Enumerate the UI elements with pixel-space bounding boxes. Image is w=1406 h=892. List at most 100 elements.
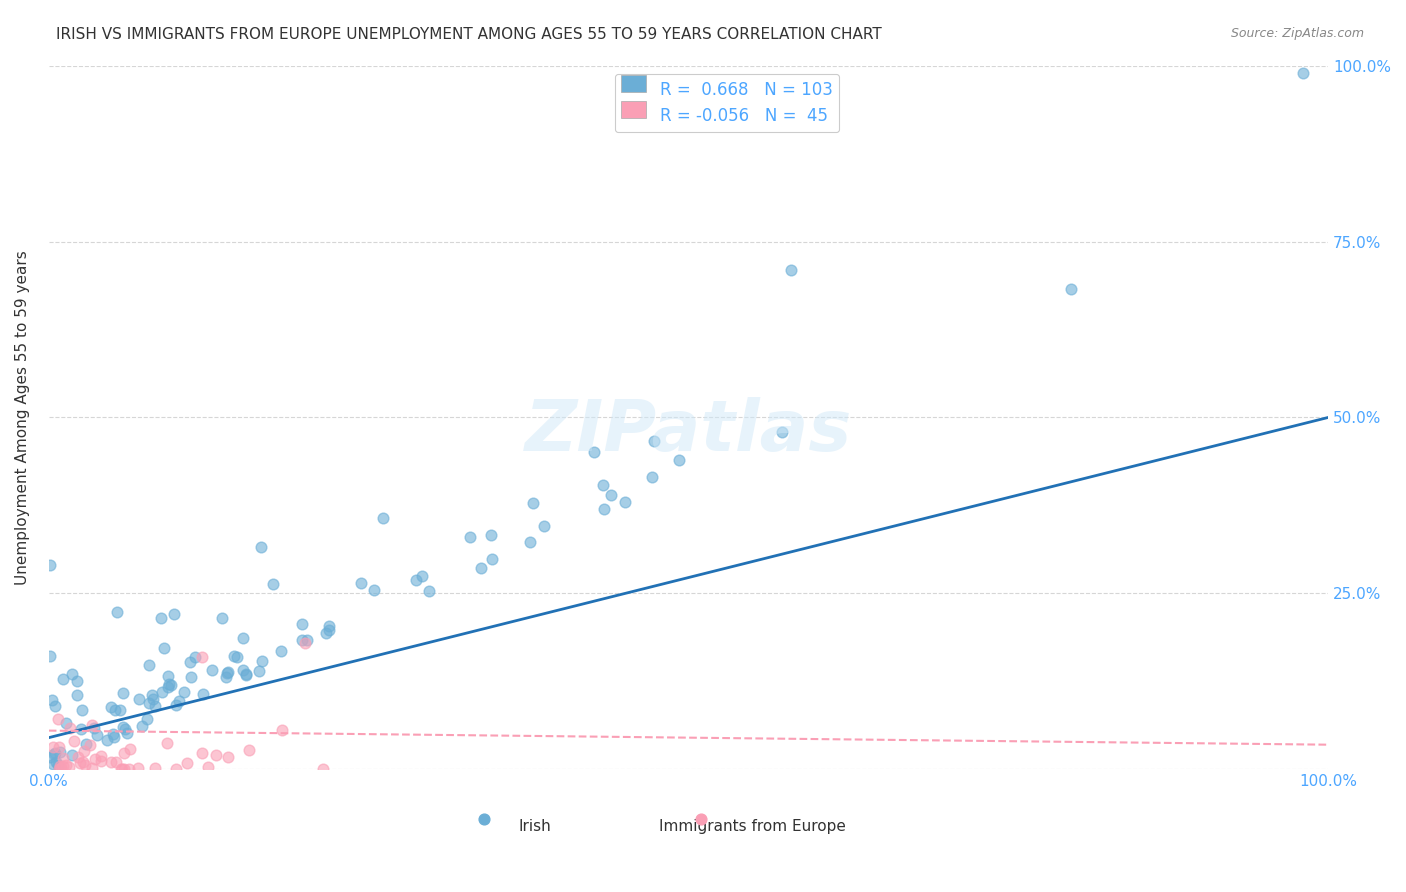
Point [167,694,190,708]
Point [315,626,337,640]
Point [472,812,495,826]
Point [312,762,335,776]
Point [318,623,340,637]
Point [42,757,65,772]
Point [41,693,63,707]
Point [72,703,94,717]
Point [104,703,127,717]
Point [1291,65,1313,79]
Point [49,759,72,773]
Point [128,692,150,706]
Point [247,665,270,679]
Point [153,640,176,655]
Point [115,726,138,740]
Point [112,746,135,760]
Point [232,663,254,677]
Point [136,712,159,726]
Point [48,746,70,760]
Point [156,736,179,750]
Point [138,658,160,673]
Point [44,746,66,760]
Point [201,663,224,677]
Point [470,561,492,575]
Point [69,756,91,770]
Point [118,762,141,776]
Point [215,670,238,684]
Point [191,746,214,760]
Point [100,755,122,769]
Text: ZIPatlas: ZIPatlas [524,397,852,466]
Point [118,742,141,756]
Point [250,540,273,554]
Point [779,262,801,277]
Point [533,518,555,533]
Point [173,684,195,698]
Point [294,635,316,649]
Point [66,689,89,703]
Point [73,744,96,758]
Point [179,655,201,669]
Point [55,715,77,730]
Point [142,692,165,706]
Point [180,670,202,684]
Point [39,649,62,664]
Point [157,677,180,691]
Point [519,534,541,549]
Point [112,762,135,776]
Point [217,750,239,764]
Point [138,696,160,710]
Point [165,698,187,712]
Point [80,761,103,775]
Point [110,762,132,776]
Point [479,527,502,541]
Text: Irish: Irish [519,819,551,834]
Text: IRISH VS IMMIGRANTS FROM EUROPE UNEMPLOYMENT AMONG AGES 55 TO 59 YEARS CORRELATI: IRISH VS IMMIGRANTS FROM EUROPE UNEMPLOY… [56,27,882,42]
Point [70,722,93,736]
Point [318,619,340,633]
Point [100,699,122,714]
Point [72,755,94,769]
Point [235,667,257,681]
Point [127,761,149,775]
Point [86,728,108,742]
Point [79,738,101,752]
Point [411,569,433,583]
Point [156,680,179,694]
Point [668,453,690,467]
Point [42,740,65,755]
Point [60,667,83,681]
Point [163,607,186,621]
Point [232,631,254,645]
Point [643,434,665,449]
Point [235,668,257,682]
Point [458,531,481,545]
Point [770,425,793,439]
Point [45,755,67,769]
Point [205,747,228,762]
Point [58,760,80,774]
Point [52,759,75,773]
Point [211,611,233,625]
Text: Immigrants from Europe: Immigrants from Europe [659,819,846,834]
Point [96,733,118,747]
Point [405,573,427,587]
Point [191,687,214,701]
Point [363,582,385,597]
Point [55,757,77,772]
Point [225,650,247,665]
Point [39,558,62,573]
Point [131,718,153,732]
Point [641,470,664,484]
Point [217,665,239,679]
Point [613,495,636,509]
Point [522,496,544,510]
Point [582,445,605,459]
Point [160,678,183,692]
Point [217,666,239,681]
Y-axis label: Unemployment Among Ages 55 to 59 years: Unemployment Among Ages 55 to 59 years [15,250,30,585]
Point [143,761,166,775]
Point [105,756,128,770]
Point [59,721,82,735]
Point [39,750,62,764]
Point [89,754,111,768]
